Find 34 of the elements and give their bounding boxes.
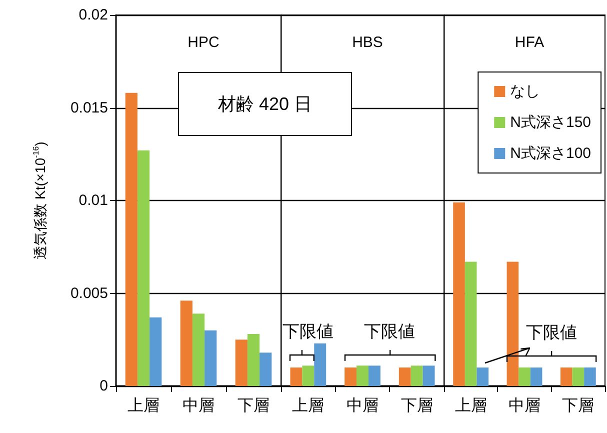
- bar: [180, 300, 192, 386]
- x-tick-label: 中層: [182, 396, 214, 414]
- text: HFA: [514, 34, 544, 51]
- x-tick-label: 中層: [346, 396, 378, 414]
- bar: [137, 150, 150, 386]
- annotation: 下限値: [282, 320, 335, 343]
- x-tick-label: 下層: [238, 398, 270, 414]
- y-tick-label: 0.02: [78, 6, 108, 24]
- x-tick-label: 上層: [128, 396, 160, 414]
- bar: [260, 352, 272, 386]
- y-tick-label: 0.01: [78, 192, 108, 209]
- bar: [247, 334, 260, 386]
- x-tick-label: 中層: [508, 396, 540, 414]
- y-tick-label: 0: [100, 378, 108, 394]
- bar: [150, 317, 162, 386]
- x-tick-label: 下層: [562, 398, 594, 414]
- bar: [235, 340, 248, 386]
- y-tick-label: 0.015: [70, 99, 108, 116]
- bar: [192, 314, 205, 386]
- y-axis-title: 透気係数 Kt(×10-16): [32, 142, 48, 260]
- legend-label: N式深さ150: [510, 114, 591, 131]
- text: HBS: [352, 34, 383, 51]
- legend-label: N式深さ100: [510, 145, 591, 162]
- annotation: 下限値: [363, 320, 416, 343]
- x-tick-label: 上層: [292, 396, 324, 414]
- text: HPC: [188, 34, 220, 51]
- y-tick-label: 0.005: [70, 284, 108, 302]
- x-tick-label: 上層: [454, 396, 487, 414]
- bar: [125, 92, 138, 386]
- text-box: 材齢 420 日: [178, 72, 352, 136]
- x-tick-label: 下層: [400, 398, 433, 414]
- bar: [204, 330, 217, 386]
- legend-label: なし: [510, 83, 540, 100]
- annotation: 下限値: [524, 322, 578, 344]
